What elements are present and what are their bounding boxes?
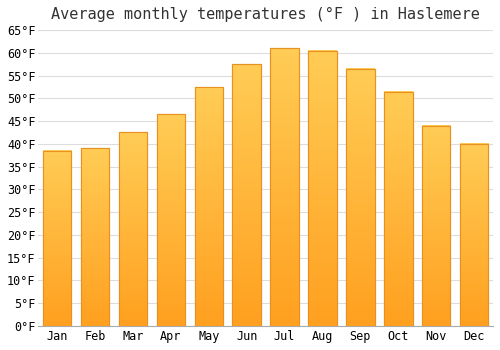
Bar xyxy=(156,114,185,326)
Bar xyxy=(119,132,147,326)
Bar xyxy=(422,126,450,326)
Bar xyxy=(460,144,488,326)
Bar xyxy=(81,148,110,326)
Bar xyxy=(422,126,450,326)
Bar xyxy=(346,69,374,326)
Bar xyxy=(384,91,412,326)
Bar xyxy=(308,50,336,326)
Bar xyxy=(232,64,261,326)
Bar xyxy=(232,64,261,326)
Bar xyxy=(308,50,336,326)
Bar xyxy=(119,132,147,326)
Title: Average monthly temperatures (°F ) in Haslemere: Average monthly temperatures (°F ) in Ha… xyxy=(51,7,480,22)
Bar xyxy=(270,48,299,326)
Bar xyxy=(81,148,110,326)
Bar xyxy=(270,48,299,326)
Bar xyxy=(156,114,185,326)
Bar xyxy=(194,87,223,326)
Bar xyxy=(43,150,72,326)
Bar xyxy=(194,87,223,326)
Bar xyxy=(384,91,412,326)
Bar xyxy=(460,144,488,326)
Bar xyxy=(346,69,374,326)
Bar xyxy=(43,150,72,326)
